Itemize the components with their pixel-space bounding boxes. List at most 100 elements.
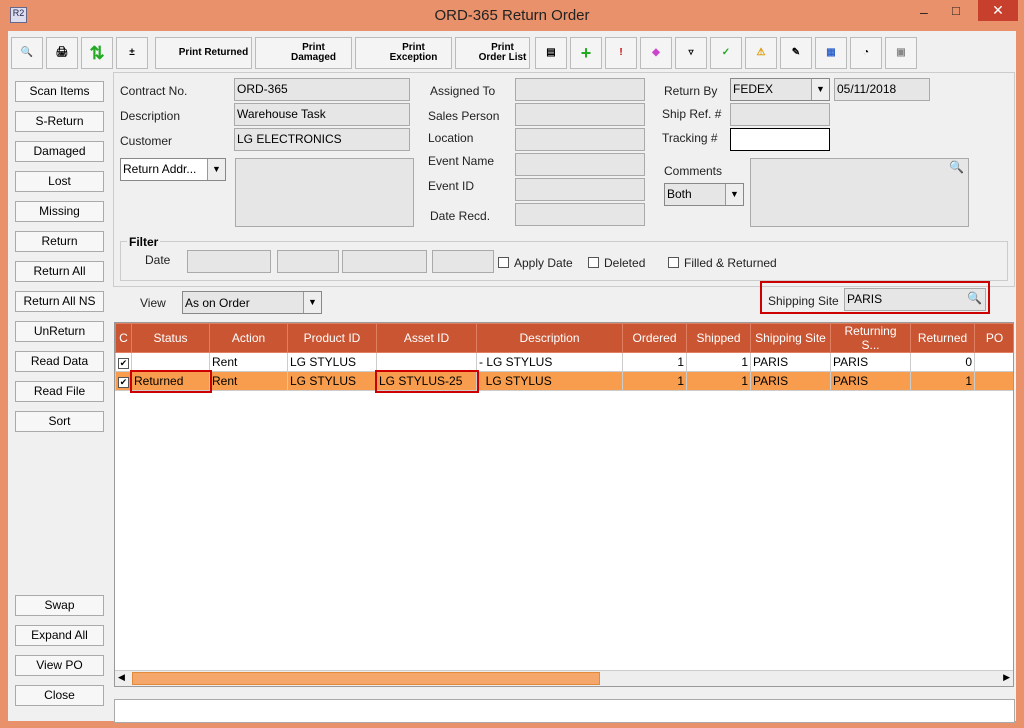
column-header[interactable]: Returning S...	[830, 323, 911, 353]
print-damaged-button[interactable]: Print Damaged	[255, 37, 352, 69]
column-header[interactable]: C	[115, 323, 132, 353]
button-sort[interactable]: Sort	[15, 411, 104, 432]
table-row[interactable]: ✔ Returned Rent LG STYLUS LG STYLUS-25 LG ST…	[115, 369, 1013, 393]
column-header[interactable]: Action	[209, 323, 288, 353]
return-address-field[interactable]	[235, 158, 414, 227]
apply-date-checkbox[interactable]	[498, 257, 509, 268]
print-returned-button[interactable]: Print Returned	[155, 37, 252, 69]
cell-shipped[interactable]: 1	[686, 352, 751, 372]
column-header[interactable]: Returned	[910, 323, 975, 353]
comments-select[interactable]: Both ▼	[664, 183, 744, 206]
grid-icon[interactable]: ▦	[815, 37, 847, 69]
add-icon[interactable]: +	[570, 37, 602, 69]
search-icon[interactable]: 🔍	[967, 291, 982, 305]
button-view-po[interactable]: View PO	[15, 655, 104, 676]
button-return[interactable]: Return	[15, 231, 104, 252]
table-row[interactable]: ✔ Rent LG STYLUS - LG STYLUS 1 1 PARIS PARIS 0	[115, 352, 1013, 372]
return-date-field[interactable]: 05/11/2018	[834, 78, 930, 101]
cell-ret-site[interactable]: PARIS	[830, 352, 911, 372]
maximize-button[interactable]: □	[952, 3, 960, 18]
binoculars-icon[interactable]: 🔍	[11, 37, 43, 69]
comments-field[interactable]: 🔍	[750, 158, 969, 227]
button-swap[interactable]: Swap	[15, 595, 104, 616]
date-recd-field[interactable]	[515, 203, 645, 226]
printer-icon[interactable]: 🖨	[46, 37, 78, 69]
scanner-alert-icon[interactable]: !	[605, 37, 637, 69]
return-by-select[interactable]: FEDEX ▼	[730, 78, 830, 101]
cell-status[interactable]: Returned	[129, 369, 212, 393]
cash-register-icon[interactable]: ▣	[885, 37, 917, 69]
cell-ret-site[interactable]: PARIS	[830, 371, 911, 391]
assigned-to-field[interactable]	[515, 78, 645, 101]
cell-ship-site[interactable]: PARIS	[750, 352, 831, 372]
return-address-select[interactable]: Return Addr... ▼	[120, 158, 226, 181]
row-checkbox[interactable]: ✔	[118, 358, 129, 369]
button-missing[interactable]: Missing	[15, 201, 104, 222]
row-checkbox-cell[interactable]: ✔	[115, 371, 132, 391]
eraser-icon[interactable]: ◆	[640, 37, 672, 69]
cell-ordered[interactable]: 1	[622, 371, 687, 391]
scanner-icon[interactable]: ▤	[535, 37, 567, 69]
cell-returned[interactable]: 1	[910, 371, 975, 391]
button-s-return[interactable]: S-Return	[15, 111, 104, 132]
date-op-select[interactable]	[342, 250, 427, 273]
scroll-right-icon[interactable]: ▶	[1003, 672, 1010, 682]
sales-person-field[interactable]	[515, 103, 645, 126]
button-return-all-ns[interactable]: Return All NS	[15, 291, 104, 312]
cell-ordered[interactable]: 1	[622, 352, 687, 372]
location-field[interactable]	[515, 128, 645, 151]
shipping-site-field[interactable]: PARIS 🔍	[844, 288, 986, 311]
column-header[interactable]: Shipping Site	[750, 323, 831, 353]
cell-desc[interactable]: LG STYLUS	[476, 371, 623, 391]
cell-product[interactable]: LG STYLUS	[287, 352, 377, 372]
close-window-button[interactable]: ✕	[978, 0, 1018, 21]
filter-icon[interactable]: ▿	[675, 37, 707, 69]
event-id-field[interactable]	[515, 178, 645, 201]
cell-asset[interactable]	[376, 352, 477, 372]
column-header[interactable]: Status	[131, 323, 210, 353]
ship-ref-field[interactable]	[730, 103, 830, 126]
column-header[interactable]: Shipped	[686, 323, 751, 353]
deleted-checkbox[interactable]	[588, 257, 599, 268]
cell-po[interactable]	[974, 352, 1013, 372]
description-field[interactable]: Warehouse Task	[234, 103, 410, 126]
row-checkbox-cell[interactable]: ✔	[115, 352, 132, 372]
cell-po[interactable]	[974, 371, 1013, 391]
date-to-field[interactable]	[432, 250, 494, 273]
column-header[interactable]: Asset ID	[376, 323, 477, 353]
cell-desc[interactable]: - LG STYLUS	[476, 352, 623, 372]
scrollbar-thumb[interactable]	[132, 672, 600, 685]
button-unreturn[interactable]: UnReturn	[15, 321, 104, 342]
cell-status[interactable]	[131, 352, 210, 372]
contract-field[interactable]: ORD-365	[234, 78, 410, 101]
warning-icon[interactable]: ⚠	[745, 37, 777, 69]
button-read-file[interactable]: Read File	[15, 381, 104, 402]
date-type-select[interactable]	[187, 250, 271, 273]
edit-icon[interactable]: ✎	[780, 37, 812, 69]
column-header[interactable]: Ordered	[622, 323, 687, 353]
column-header[interactable]: PO	[974, 323, 1013, 353]
column-header[interactable]: Product ID	[287, 323, 377, 353]
row-checkbox[interactable]: ✔	[118, 377, 129, 388]
cell-returned[interactable]: 0	[910, 352, 975, 372]
tracking-field[interactable]	[730, 128, 830, 151]
horizontal-scrollbar[interactable]: ◀ ▶	[115, 670, 1013, 686]
button-expand-all[interactable]: Expand All	[15, 625, 104, 646]
gauge-icon[interactable]: ◔	[850, 37, 882, 69]
minimize-button[interactable]: –	[920, 4, 928, 20]
button-lost[interactable]: Lost	[15, 171, 104, 192]
event-name-field[interactable]	[515, 153, 645, 176]
search-icon[interactable]: 🔍	[949, 160, 964, 174]
cell-asset[interactable]: LG STYLUS-25	[374, 369, 479, 393]
button-scan-items[interactable]: Scan Items	[15, 81, 104, 102]
button-damaged[interactable]: Damaged	[15, 141, 104, 162]
button-read-data[interactable]: Read Data	[15, 351, 104, 372]
button-close[interactable]: Close	[15, 685, 104, 706]
zoom-icon[interactable]: ±	[116, 37, 148, 69]
cell-product[interactable]: LG STYLUS	[287, 371, 377, 391]
cell-action[interactable]: Rent	[209, 352, 288, 372]
customer-field[interactable]: LG ELECTRONICS	[234, 128, 410, 151]
scroll-left-icon[interactable]: ◀	[118, 672, 125, 682]
button-return-all[interactable]: Return All	[15, 261, 104, 282]
cell-shipped[interactable]: 1	[686, 371, 751, 391]
